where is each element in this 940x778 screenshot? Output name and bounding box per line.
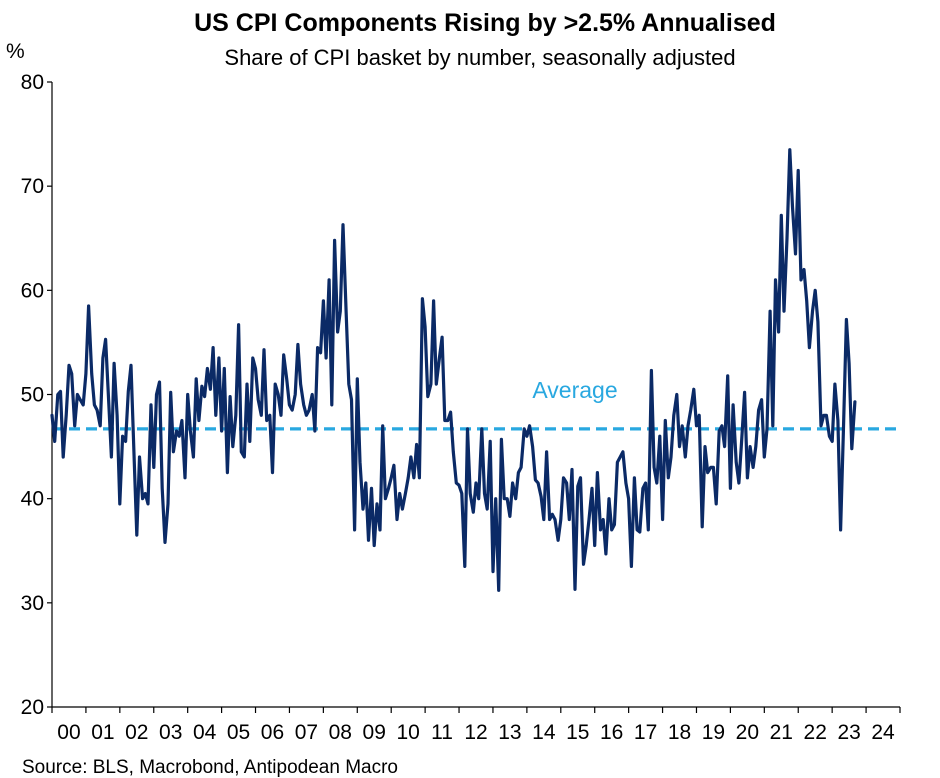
x-tick-label: 01 (91, 721, 114, 744)
x-tick-label: 15 (566, 721, 589, 744)
source-note: Source: BLS, Macrobond, Antipodean Macro (22, 757, 398, 778)
x-tick-label: 02 (125, 721, 148, 744)
x-tick-label: 20 (736, 721, 759, 744)
y-axis-unit: % (6, 40, 25, 63)
y-ticks: 20 30 40 50 60 70 80 (21, 71, 52, 719)
x-tick-label: 09 (363, 721, 386, 744)
chart-title: US CPI Components Rising by >2.5% Annual… (194, 9, 776, 37)
x-tick-label: 16 (600, 721, 623, 744)
y-tick-label: 40 (21, 488, 44, 511)
x-tick-label: 24 (871, 721, 895, 744)
average-layer: Average (52, 377, 896, 431)
x-tick-label: 22 (804, 721, 827, 744)
x-tick-label: 05 (227, 721, 250, 744)
x-tick-label: 12 (464, 721, 487, 744)
series-line (50, 148, 857, 592)
x-ticks: 00 01 02 03 04 05 06 07 08 09 10 11 12 13 14 15 16 17 18 19… (51, 707, 901, 744)
y-tick-label: 50 (21, 384, 44, 407)
x-tick-label: 04 (193, 721, 217, 744)
chart-subtitle: Share of CPI basket by number, seasonall… (224, 45, 735, 70)
x-tick-label: 07 (295, 721, 318, 744)
y-tick-label: 80 (21, 71, 44, 94)
series-layer (50, 148, 857, 592)
y-tick-label: 30 (21, 592, 44, 615)
x-tick-label: 10 (396, 721, 419, 744)
x-tick-label: 18 (668, 721, 691, 744)
average-label: Average (532, 377, 617, 403)
y-tick-label: 20 (21, 696, 44, 719)
x-tick-label: 06 (261, 721, 284, 744)
x-tick-label: 11 (431, 721, 453, 744)
x-tick-label: 21 (770, 721, 793, 744)
x-tick-label: 17 (634, 721, 657, 744)
x-tick-label: 00 (57, 721, 80, 744)
x-tick-label: 03 (159, 721, 182, 744)
x-tick-label: 23 (837, 721, 860, 744)
x-tick-label: 14 (532, 721, 556, 744)
y-tick-label: 60 (21, 279, 44, 302)
x-tick-label: 08 (329, 721, 352, 744)
x-tick-label: 13 (498, 721, 521, 744)
y-tick-label: 70 (21, 175, 44, 198)
x-tick-label: 19 (702, 721, 725, 744)
